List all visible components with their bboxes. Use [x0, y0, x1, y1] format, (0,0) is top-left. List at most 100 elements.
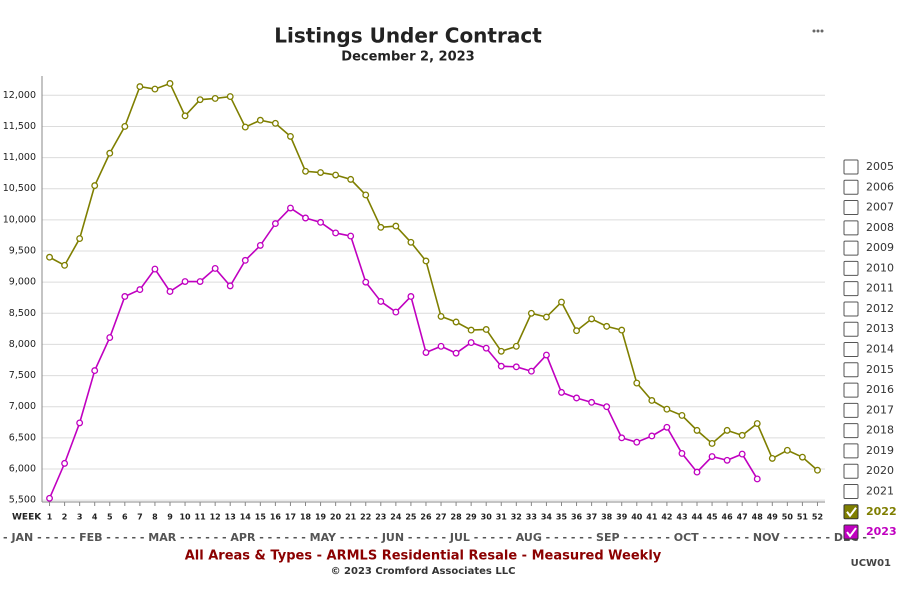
- legend-checkbox[interactable]: [843, 159, 859, 175]
- x-tick-label: 1: [47, 513, 53, 522]
- legend-checkbox[interactable]: [843, 301, 859, 317]
- legend-label[interactable]: 2011: [866, 282, 894, 295]
- data-point: [558, 298, 565, 306]
- legend-label[interactable]: 2006: [866, 180, 894, 193]
- x-tick-label: 2: [62, 513, 68, 522]
- x-tick-label: 42: [661, 513, 672, 522]
- x-tick-label: 24: [390, 513, 402, 522]
- data-point: [633, 379, 641, 387]
- data-point: [588, 315, 596, 323]
- data-point: [723, 456, 731, 464]
- x-tick-label: 32: [511, 513, 522, 522]
- y-tick-label: 11,000: [3, 152, 36, 163]
- data-point: [196, 278, 204, 285]
- legend-label[interactable]: 2014: [866, 343, 894, 356]
- data-point: [362, 191, 370, 199]
- legend-checkbox[interactable]: [843, 443, 859, 459]
- legend-label[interactable]: 2007: [866, 201, 894, 214]
- data-point: [317, 169, 325, 176]
- data-point: [527, 367, 535, 375]
- data-point: [708, 453, 716, 460]
- data-point: [738, 450, 746, 458]
- legend-label[interactable]: 2018: [866, 424, 894, 437]
- legend-checkbox[interactable]: [843, 240, 859, 256]
- legend-checkbox[interactable]: [843, 220, 859, 236]
- legend-label[interactable]: 2021: [866, 484, 894, 497]
- menu-icon[interactable]: [812, 29, 824, 33]
- x-tick-label: 46: [722, 513, 734, 522]
- legend-label[interactable]: 2023: [866, 525, 897, 538]
- legend-label[interactable]: 2008: [866, 221, 894, 234]
- data-point: [151, 265, 159, 273]
- legend-label[interactable]: 2009: [866, 241, 894, 254]
- legend-checkbox[interactable]: [843, 402, 859, 418]
- legend-checkbox[interactable]: [843, 524, 859, 540]
- y-tick-label: 10,500: [3, 183, 36, 194]
- data-point: [211, 264, 219, 272]
- data-point: [542, 351, 550, 359]
- series-line: [48, 207, 758, 499]
- chart-title: Listings Under Contract: [274, 24, 542, 48]
- legend-checkbox[interactable]: [843, 362, 859, 378]
- x-tick-label: 39: [616, 513, 628, 522]
- data-point: [151, 85, 159, 93]
- legend-checkbox[interactable]: [843, 483, 859, 499]
- legend-label[interactable]: 2012: [866, 302, 894, 315]
- legend-label[interactable]: 2013: [866, 322, 894, 335]
- data-point: [332, 171, 340, 179]
- x-tick-label: 20: [330, 513, 342, 522]
- x-tick-label: 27: [435, 513, 446, 522]
- data-point: [271, 220, 279, 228]
- legend-checkbox[interactable]: [843, 504, 859, 520]
- data-point: [332, 229, 340, 237]
- data-point: [738, 431, 746, 439]
- legend-checkbox[interactable]: [843, 321, 859, 337]
- data-point: [648, 432, 656, 440]
- data-point: [407, 238, 415, 246]
- data-point: [76, 419, 84, 427]
- legend-label[interactable]: 2010: [866, 261, 894, 274]
- legend-checkbox[interactable]: [843, 423, 859, 439]
- x-tick-label: 30: [481, 513, 493, 522]
- y-tick-label: 10,000: [3, 214, 36, 225]
- data-point: [588, 398, 596, 406]
- legend-label[interactable]: 2015: [866, 363, 894, 376]
- y-tick-label: 9,500: [9, 246, 36, 257]
- data-point: [512, 363, 520, 371]
- legend-checkbox[interactable]: [843, 463, 859, 479]
- data-point: [437, 312, 445, 320]
- legend-checkbox[interactable]: [843, 382, 859, 398]
- copyright: © 2023 Cromford Associates LLC: [331, 566, 516, 577]
- data-point: [633, 438, 641, 446]
- legend-label[interactable]: 2005: [866, 160, 894, 173]
- data-point: [648, 397, 656, 404]
- x-tick-label: 36: [571, 513, 583, 522]
- legend-label[interactable]: 2019: [866, 444, 894, 457]
- x-tick-label: 49: [767, 513, 779, 522]
- x-tick-label: 43: [676, 513, 687, 522]
- legend-checkbox[interactable]: [843, 260, 859, 276]
- legend-label[interactable]: 2022: [866, 505, 897, 518]
- legend-checkbox[interactable]: [843, 179, 859, 195]
- legend-label[interactable]: 2016: [866, 383, 894, 396]
- data-point: [46, 494, 53, 502]
- data-point: [181, 278, 189, 285]
- legend-checkbox[interactable]: [843, 281, 859, 297]
- data-point: [121, 293, 129, 300]
- legend-label[interactable]: 2020: [866, 464, 894, 477]
- x-tick-label: 26: [420, 513, 432, 522]
- data-point: [106, 334, 114, 342]
- legend-checkbox[interactable]: [843, 200, 859, 216]
- data-point: [753, 475, 761, 483]
- legend-checkbox[interactable]: [843, 342, 859, 358]
- series-line: [49, 82, 818, 471]
- data-point: [211, 94, 219, 102]
- data-point: [392, 308, 400, 316]
- legend-label[interactable]: 2017: [866, 403, 894, 416]
- x-tick-label: 38: [601, 513, 613, 522]
- y-tick-label: 9,000: [9, 277, 36, 288]
- data-point: [287, 204, 294, 212]
- x-tick-label: 10: [179, 513, 191, 522]
- data-point: [452, 318, 460, 326]
- x-tick-label: 11: [195, 513, 207, 522]
